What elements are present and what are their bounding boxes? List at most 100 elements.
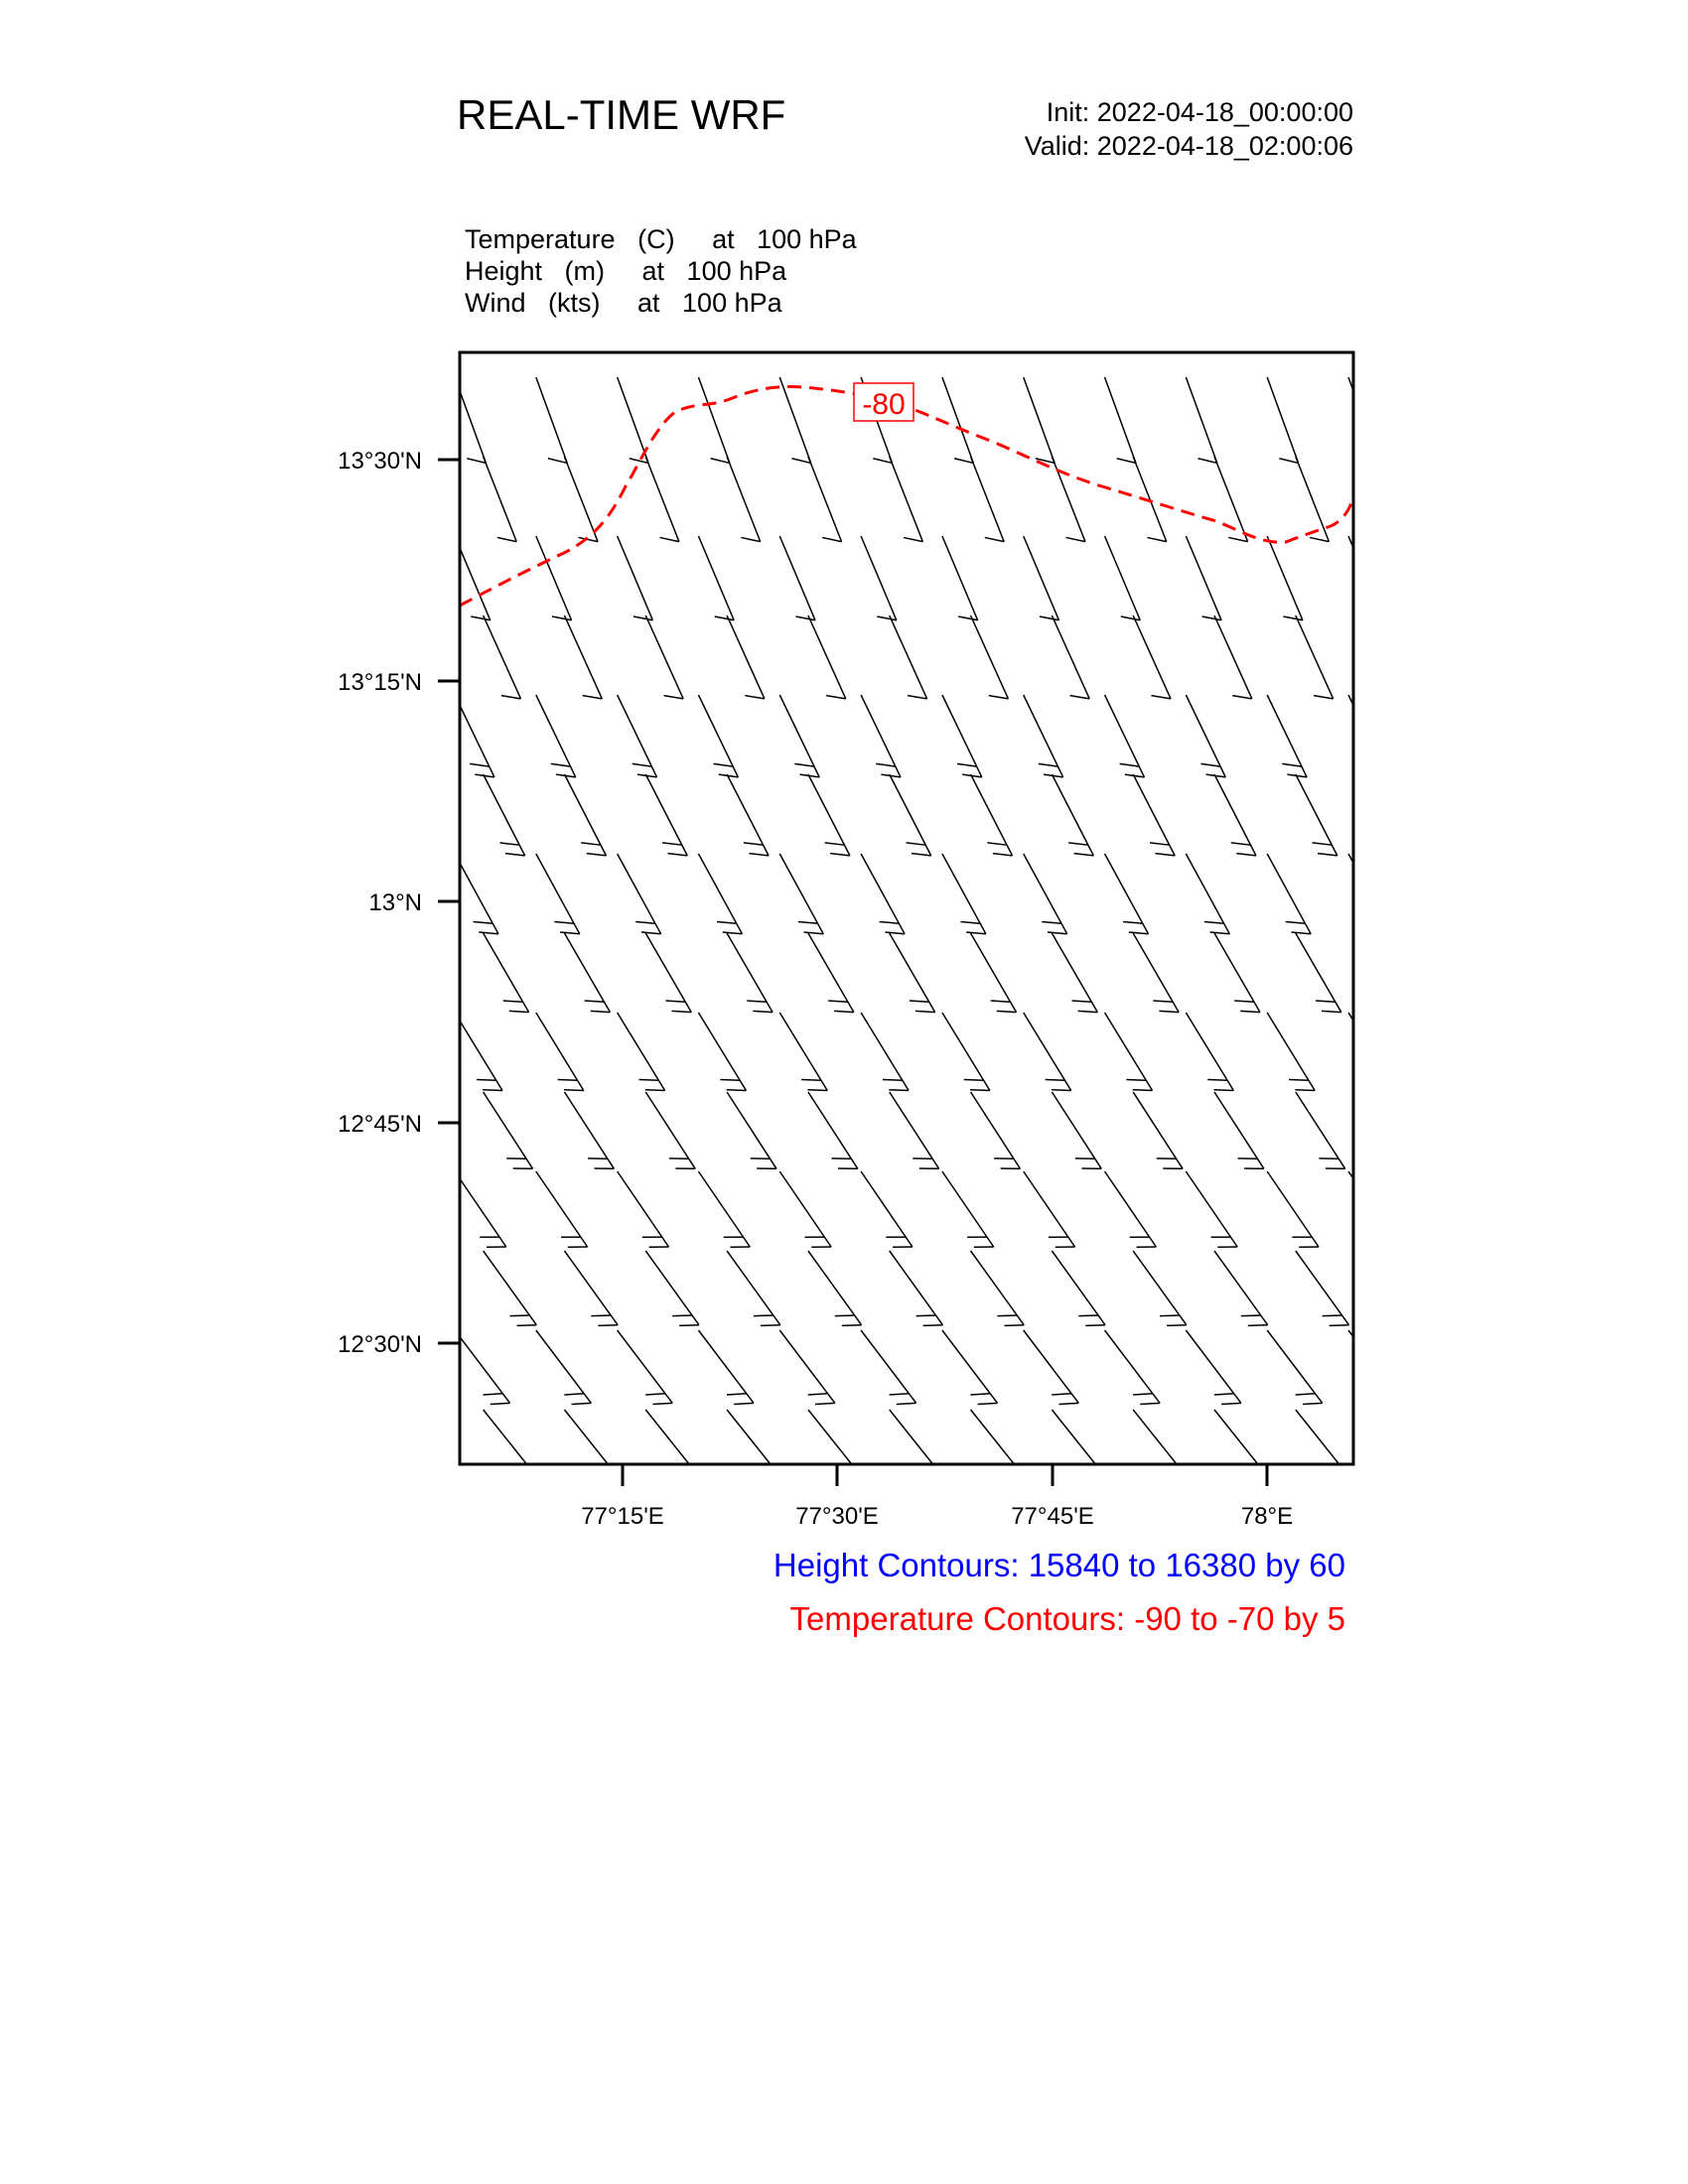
- wind-barb-flag: [663, 694, 684, 700]
- wind-barb-shaft: [697, 694, 740, 778]
- wind-barb-flag: [926, 1481, 946, 1483]
- wind-barb-flag: [1171, 1481, 1191, 1483]
- lon-tick-label: 77°30'E: [795, 1503, 879, 1530]
- wind-barb-flag: [1209, 931, 1230, 935]
- wind-barb-shaft: [1023, 694, 1064, 778]
- wind-barb-flag: [1283, 615, 1304, 621]
- wind-barb-flag: [490, 1402, 510, 1406]
- wind-barb-flag: [479, 931, 499, 935]
- wind-barb-flag: [1282, 762, 1302, 767]
- wind-barb-shaft: [1103, 1170, 1157, 1248]
- wind-barb-flag: [745, 694, 766, 700]
- wind-barb-shaft: [563, 773, 608, 857]
- wind-barb-shaft: [807, 614, 847, 700]
- wind-barb-flag: [581, 842, 602, 846]
- wind-barb-flag: [1081, 1472, 1101, 1474]
- wind-barb-flag: [667, 852, 688, 857]
- wind-barb-flag: [877, 615, 897, 621]
- wind-barb-shaft: [563, 1409, 610, 1464]
- wind-barb-shaft: [778, 535, 816, 621]
- wind-barb-flag: [1322, 1314, 1342, 1317]
- wind-barb-flag: [1240, 1010, 1261, 1014]
- wind-barb-flag: [919, 1472, 939, 1474]
- wind-barb-shaft: [1185, 1170, 1238, 1248]
- wind-barb-flag: [846, 1481, 866, 1483]
- contour-label-box: -80: [853, 382, 914, 422]
- wind-barb-flag: [1122, 920, 1143, 925]
- wind-barb-flag: [911, 852, 931, 857]
- wind-barb-flag: [679, 1323, 700, 1327]
- wind-barb-shaft: [1185, 376, 1218, 464]
- wind-barb-flag: [984, 536, 1005, 543]
- wind-barb-shaft: [1213, 456, 1249, 542]
- wind-barb-shaft: [616, 853, 662, 935]
- wind-barb-shaft: [697, 376, 731, 464]
- wind-barb-flag: [1160, 1314, 1180, 1317]
- wind-barb-flag: [765, 1481, 784, 1483]
- wind-barb-flag: [648, 1550, 668, 1552]
- wind-barb-shaft: [1295, 1091, 1346, 1169]
- wind-barb-shaft: [941, 694, 983, 778]
- wind-barb-shaft: [697, 853, 744, 935]
- init-time: Init: 2022-04-18_00:00:00: [1046, 97, 1353, 127]
- wind-barb-shaft: [778, 853, 824, 935]
- wind-barb-flag: [675, 1472, 695, 1474]
- wind-barb-flag: [738, 1559, 758, 1561]
- wind-barb-flag: [509, 1314, 530, 1317]
- wind-barb-shaft: [1266, 853, 1312, 935]
- wind-barb-shaft: [1266, 535, 1304, 621]
- wind-barb-shaft: [726, 1250, 781, 1326]
- wind-barb-flag: [970, 1393, 991, 1396]
- wind-barb-shaft: [860, 1170, 914, 1248]
- wind-barb-shaft: [616, 694, 658, 778]
- wind-barb-flag: [1004, 1323, 1025, 1327]
- wind-barb-flag: [803, 931, 824, 935]
- wind-barb-flag: [834, 1314, 855, 1317]
- wind-barb-flag: [1089, 1481, 1109, 1483]
- wind-barb-flag: [683, 1481, 703, 1483]
- wind-barb-shaft: [1185, 535, 1222, 621]
- wind-barb-flag: [659, 536, 680, 543]
- wind-barb-shaft: [697, 535, 735, 621]
- wind-barb-flag: [547, 458, 568, 465]
- wind-barb-shaft: [1377, 1092, 1427, 1168]
- wind-barb-flag: [988, 694, 1009, 700]
- wind-barb-flag: [1395, 696, 1415, 699]
- wind-barb-shaft: [941, 1329, 999, 1404]
- wind-barb-flag: [1058, 1402, 1079, 1406]
- wind-barb-flag: [753, 1314, 774, 1317]
- wind-barb-shaft: [563, 614, 603, 700]
- wind-barb-shaft: [535, 1170, 589, 1248]
- wind-barb-flag: [1042, 920, 1062, 925]
- height-contours-caption: Height Contours: 15840 to 16380 by 60: [773, 1547, 1345, 1583]
- wind-barb-flag: [1213, 1393, 1234, 1396]
- wind-barb-flag: [1151, 694, 1172, 700]
- wind-barb-flag: [753, 1010, 774, 1014]
- wind-barb-shaft: [535, 535, 573, 621]
- wind-barb-flag: [909, 1000, 929, 1004]
- wind-barb-flag: [1376, 1090, 1396, 1091]
- wind-barb-shaft: [726, 456, 762, 542]
- wind-barb-flag: [1384, 1403, 1404, 1404]
- wind-barb-flag: [1163, 1472, 1183, 1474]
- wind-barb-shaft: [483, 1409, 528, 1464]
- wind-barb-flag: [1318, 852, 1337, 857]
- wind-barb-shaft: [778, 1329, 836, 1404]
- wind-barb-flag: [821, 536, 842, 543]
- wind-barb-flag: [970, 1088, 990, 1092]
- field-label-temperature: Temperature (C) at 100 hPa: [465, 224, 857, 254]
- wind-barb-shaft: [1185, 853, 1231, 935]
- wind-barb-flag: [1309, 536, 1330, 543]
- wind-barb-flag: [1085, 1323, 1106, 1327]
- wind-barb-shaft: [1347, 1329, 1353, 1338]
- wind-barb-flag: [586, 852, 607, 857]
- wind-barb-flag: [1295, 1393, 1316, 1396]
- wind-barb-shaft: [941, 853, 987, 935]
- wind-barb-shaft: [941, 1012, 991, 1091]
- wind-barb-shaft: [535, 853, 581, 935]
- wind-barb-shaft: [778, 376, 812, 464]
- wind-barb-flag: [575, 1559, 595, 1561]
- temperature-contour: [460, 385, 1353, 608]
- wind-barb-flag: [550, 762, 571, 767]
- wind-barb-shaft: [535, 1012, 585, 1091]
